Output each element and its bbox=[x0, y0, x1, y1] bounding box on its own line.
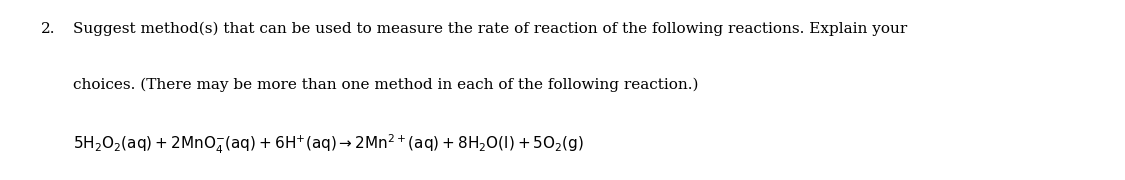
Text: 2.: 2. bbox=[40, 22, 55, 36]
Text: choices. (There may be more than one method in each of the following reaction.): choices. (There may be more than one met… bbox=[73, 77, 699, 92]
Text: $5\mathrm{H_2O_2(aq) + 2MnO_4^{-}(aq) + 6H^{+}(aq) \rightarrow 2Mn^{2+}(aq) + 8H: $5\mathrm{H_2O_2(aq) + 2MnO_4^{-}(aq) + … bbox=[73, 133, 584, 156]
Text: Suggest method(s) that can be used to measure the rate of reaction of the follow: Suggest method(s) that can be used to me… bbox=[73, 22, 908, 36]
